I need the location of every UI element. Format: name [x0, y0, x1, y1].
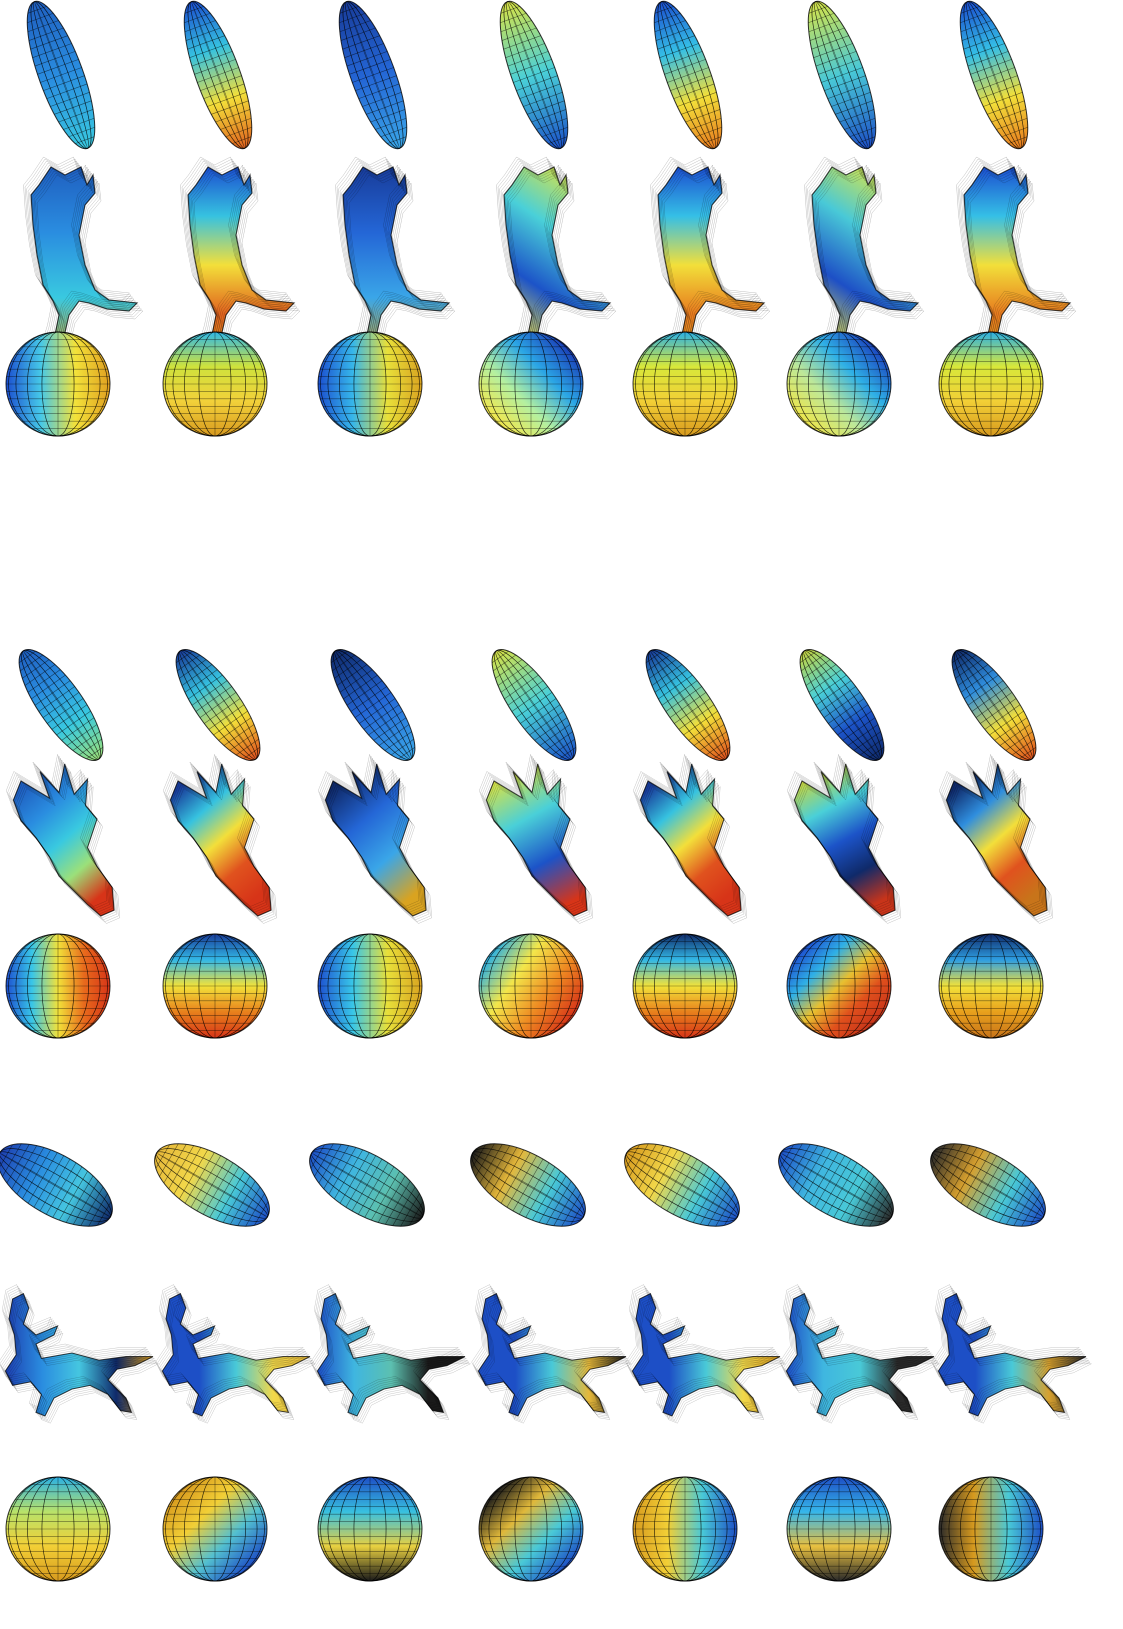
cat-column-3 — [317, 0, 456, 437]
hand-column-1 — [5, 648, 121, 1039]
hand-column-5 — [632, 648, 748, 1039]
cat-sphere-mesh — [938, 331, 1044, 437]
cat-sphere-mesh — [478, 331, 584, 437]
hand-mesh — [633, 754, 748, 924]
centaur-sphere-mesh — [5, 1476, 111, 1582]
centaur-column-3 — [309, 1143, 471, 1582]
hand-ellipsoid-mesh — [645, 648, 731, 762]
centaur-mesh — [0, 1284, 159, 1424]
centaur-mesh — [931, 1284, 1092, 1424]
cat-mesh — [23, 156, 144, 372]
centaur-sphere-mesh — [938, 1476, 1044, 1582]
centaur-column-5 — [624, 1143, 786, 1582]
cat-mesh — [650, 156, 771, 372]
cat-mesh — [496, 156, 617, 372]
cat-ellipsoid-mesh — [183, 0, 253, 150]
hand-mesh — [787, 754, 902, 924]
cat-column-2 — [162, 0, 301, 437]
centaur-ellipsoid-mesh — [309, 1143, 425, 1227]
hand-sphere-mesh — [5, 933, 111, 1039]
hand-ellipsoid-mesh — [491, 648, 577, 762]
centaur-ellipsoid-mesh — [470, 1143, 586, 1227]
group-cat — [5, 0, 1077, 437]
cat-mesh — [804, 156, 925, 372]
centaur-column-4 — [470, 1143, 632, 1582]
hand-column-6 — [786, 648, 902, 1039]
centaur-ellipsoid-mesh — [154, 1143, 270, 1227]
cat-sphere-mesh — [162, 331, 268, 437]
cat-mesh — [956, 156, 1077, 372]
centaur-mesh — [155, 1284, 316, 1424]
hand-mesh — [6, 754, 121, 924]
hand-mesh — [479, 754, 594, 924]
hand-ellipsoid-mesh — [799, 648, 885, 762]
centaur-ellipsoid-mesh — [930, 1143, 1046, 1227]
hand-column-2 — [162, 648, 278, 1039]
cat-ellipsoid-mesh — [338, 0, 408, 150]
centaur-mesh — [310, 1284, 471, 1424]
hand-sphere-mesh — [478, 933, 584, 1039]
centaur-mesh — [471, 1284, 632, 1424]
hand-sphere-mesh — [162, 933, 268, 1039]
cat-ellipsoid-mesh — [499, 0, 569, 150]
group-hand — [5, 648, 1054, 1039]
cat-column-5 — [632, 0, 771, 437]
cat-ellipsoid-mesh — [26, 0, 96, 150]
centaur-column-7 — [930, 1143, 1092, 1582]
cat-sphere-mesh — [317, 331, 423, 437]
centaur-ellipsoid-mesh — [0, 1143, 113, 1227]
cat-ellipsoid-mesh — [959, 0, 1029, 150]
cat-sphere-mesh — [5, 331, 111, 437]
hand-sphere-mesh — [632, 933, 738, 1039]
hand-ellipsoid-mesh — [330, 648, 416, 762]
cat-mesh — [335, 156, 456, 372]
hand-mesh — [318, 754, 433, 924]
centaur-mesh — [625, 1284, 786, 1424]
centaur-sphere-mesh — [478, 1476, 584, 1582]
centaur-column-6 — [778, 1143, 940, 1582]
hand-sphere-mesh — [317, 933, 423, 1039]
centaur-column-2 — [154, 1143, 316, 1582]
cat-mesh — [180, 156, 301, 372]
cat-column-6 — [786, 0, 925, 437]
hand-column-3 — [317, 648, 433, 1039]
cat-column-4 — [478, 0, 617, 437]
cat-sphere-mesh — [632, 331, 738, 437]
centaur-sphere-mesh — [162, 1476, 268, 1582]
centaur-ellipsoid-mesh — [624, 1143, 740, 1227]
hand-column-7 — [938, 648, 1054, 1039]
group-centaur — [0, 1143, 1092, 1582]
hand-mesh — [939, 754, 1054, 924]
hand-ellipsoid-mesh — [175, 648, 261, 762]
cat-ellipsoid-mesh — [653, 0, 723, 150]
cat-column-1 — [5, 0, 144, 437]
hand-sphere-mesh — [786, 933, 892, 1039]
cat-column-7 — [938, 0, 1077, 437]
centaur-column-1 — [0, 1143, 159, 1582]
hand-mesh — [163, 754, 278, 924]
centaur-sphere-mesh — [786, 1476, 892, 1582]
centaur-mesh — [779, 1284, 940, 1424]
cat-sphere-mesh — [786, 331, 892, 437]
centaur-sphere-mesh — [632, 1476, 738, 1582]
hand-ellipsoid-mesh — [951, 648, 1037, 762]
cat-ellipsoid-mesh — [807, 0, 877, 150]
hand-sphere-mesh — [938, 933, 1044, 1039]
centaur-ellipsoid-mesh — [778, 1143, 894, 1227]
centaur-sphere-mesh — [317, 1476, 423, 1582]
hand-column-4 — [478, 648, 594, 1039]
hand-ellipsoid-mesh — [18, 648, 104, 762]
